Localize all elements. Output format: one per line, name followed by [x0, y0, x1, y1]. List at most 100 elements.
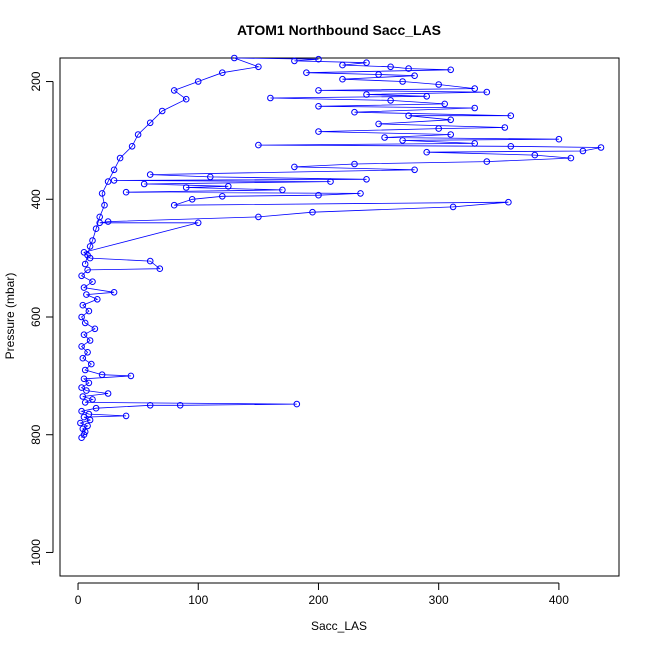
- data-point: [78, 407, 85, 415]
- data-point: [309, 208, 316, 216]
- data-point: [86, 416, 94, 424]
- data-point: [85, 307, 93, 315]
- data-point: [449, 203, 457, 211]
- data-point: [279, 186, 286, 194]
- data-point: [81, 260, 89, 268]
- data-point: [104, 178, 112, 185]
- x-axis: 0 100 200 300 400: [75, 582, 569, 607]
- y-tick-label: 600: [29, 307, 43, 327]
- x-axis-label: Sacc_LAS: [311, 619, 367, 633]
- x-tick-label: 400: [549, 593, 569, 607]
- data-point: [134, 131, 142, 138]
- data-point: [89, 396, 96, 403]
- data-point: [447, 131, 455, 138]
- data-point: [405, 65, 412, 72]
- y-tick-label: 400: [29, 189, 43, 209]
- data-point: [122, 412, 130, 420]
- data-point: [89, 237, 96, 244]
- data-point: [363, 59, 370, 67]
- data-point: [315, 103, 322, 110]
- chart-title: ATOM1 Northbound Sacc_LAS: [237, 22, 441, 38]
- data-point: [531, 151, 539, 159]
- data-point: [207, 173, 214, 181]
- data-point: [471, 85, 479, 92]
- data-point: [79, 393, 87, 400]
- data-point: [156, 265, 164, 273]
- data-point: [315, 55, 322, 63]
- series-line: [79, 57, 602, 438]
- data-point: [146, 119, 154, 127]
- data-point: [219, 69, 226, 76]
- data-point: [80, 413, 88, 421]
- data-point: [78, 384, 85, 391]
- data-point: [435, 81, 443, 88]
- data-point: [188, 196, 196, 203]
- data-point: [176, 402, 184, 409]
- data-point: [327, 178, 334, 185]
- y-axis-label: Pressure (mbar): [3, 273, 17, 360]
- data-point: [80, 284, 88, 291]
- data-point: [579, 147, 587, 155]
- data-point: [315, 191, 322, 199]
- data-point: [84, 349, 91, 356]
- data-point: [339, 61, 346, 69]
- data-point: [405, 112, 412, 119]
- data-point: [84, 422, 91, 430]
- y-tick-label: 1000: [29, 539, 43, 566]
- data-point: [85, 410, 93, 418]
- data-point: [81, 319, 89, 327]
- data-series: [77, 54, 605, 442]
- data-point: [291, 163, 298, 171]
- data-point: [411, 72, 418, 79]
- data-point: [86, 243, 94, 250]
- data-point: [303, 69, 310, 76]
- data-point: [291, 57, 298, 65]
- data-point: [80, 375, 88, 383]
- data-point: [501, 124, 509, 131]
- data-point: [357, 190, 364, 197]
- data-point: [387, 97, 394, 104]
- data-point: [483, 88, 491, 96]
- data-point: [363, 176, 370, 183]
- data-point: [77, 419, 84, 427]
- data-point: [375, 71, 382, 78]
- data-point: [78, 272, 85, 280]
- data-point: [78, 313, 85, 321]
- data-point: [158, 107, 166, 115]
- data-point: [255, 63, 262, 71]
- data-point: [98, 190, 106, 197]
- data-point: [116, 154, 124, 162]
- data-point: [127, 372, 135, 380]
- data-point: [351, 108, 358, 116]
- data-point: [567, 154, 575, 162]
- x-tick-label: 200: [308, 593, 328, 607]
- data-point: [85, 379, 93, 387]
- data-point: [505, 198, 512, 206]
- data-point: [96, 213, 103, 221]
- data-point: [597, 144, 605, 151]
- data-point: [104, 218, 112, 225]
- data-point: [315, 87, 322, 94]
- data-point: [146, 402, 154, 409]
- data-point: [110, 289, 118, 296]
- data-point: [219, 193, 226, 200]
- x-tick-label: 0: [75, 593, 82, 607]
- data-point: [194, 78, 202, 85]
- data-point: [231, 54, 238, 62]
- data-point: [255, 141, 262, 149]
- data-point: [98, 371, 106, 379]
- data-point: [84, 266, 91, 274]
- data-point: [91, 325, 99, 333]
- data-point: [339, 75, 346, 83]
- x-tick-label: 100: [188, 593, 208, 607]
- data-point: [441, 100, 449, 108]
- data-point: [182, 184, 190, 191]
- data-point: [86, 337, 94, 344]
- data-point: [83, 387, 90, 394]
- data-point: [399, 137, 406, 144]
- data-point: [80, 331, 88, 339]
- data-point: [146, 257, 154, 265]
- data-point: [423, 148, 431, 156]
- data-point: [80, 431, 88, 439]
- data-point: [122, 188, 130, 196]
